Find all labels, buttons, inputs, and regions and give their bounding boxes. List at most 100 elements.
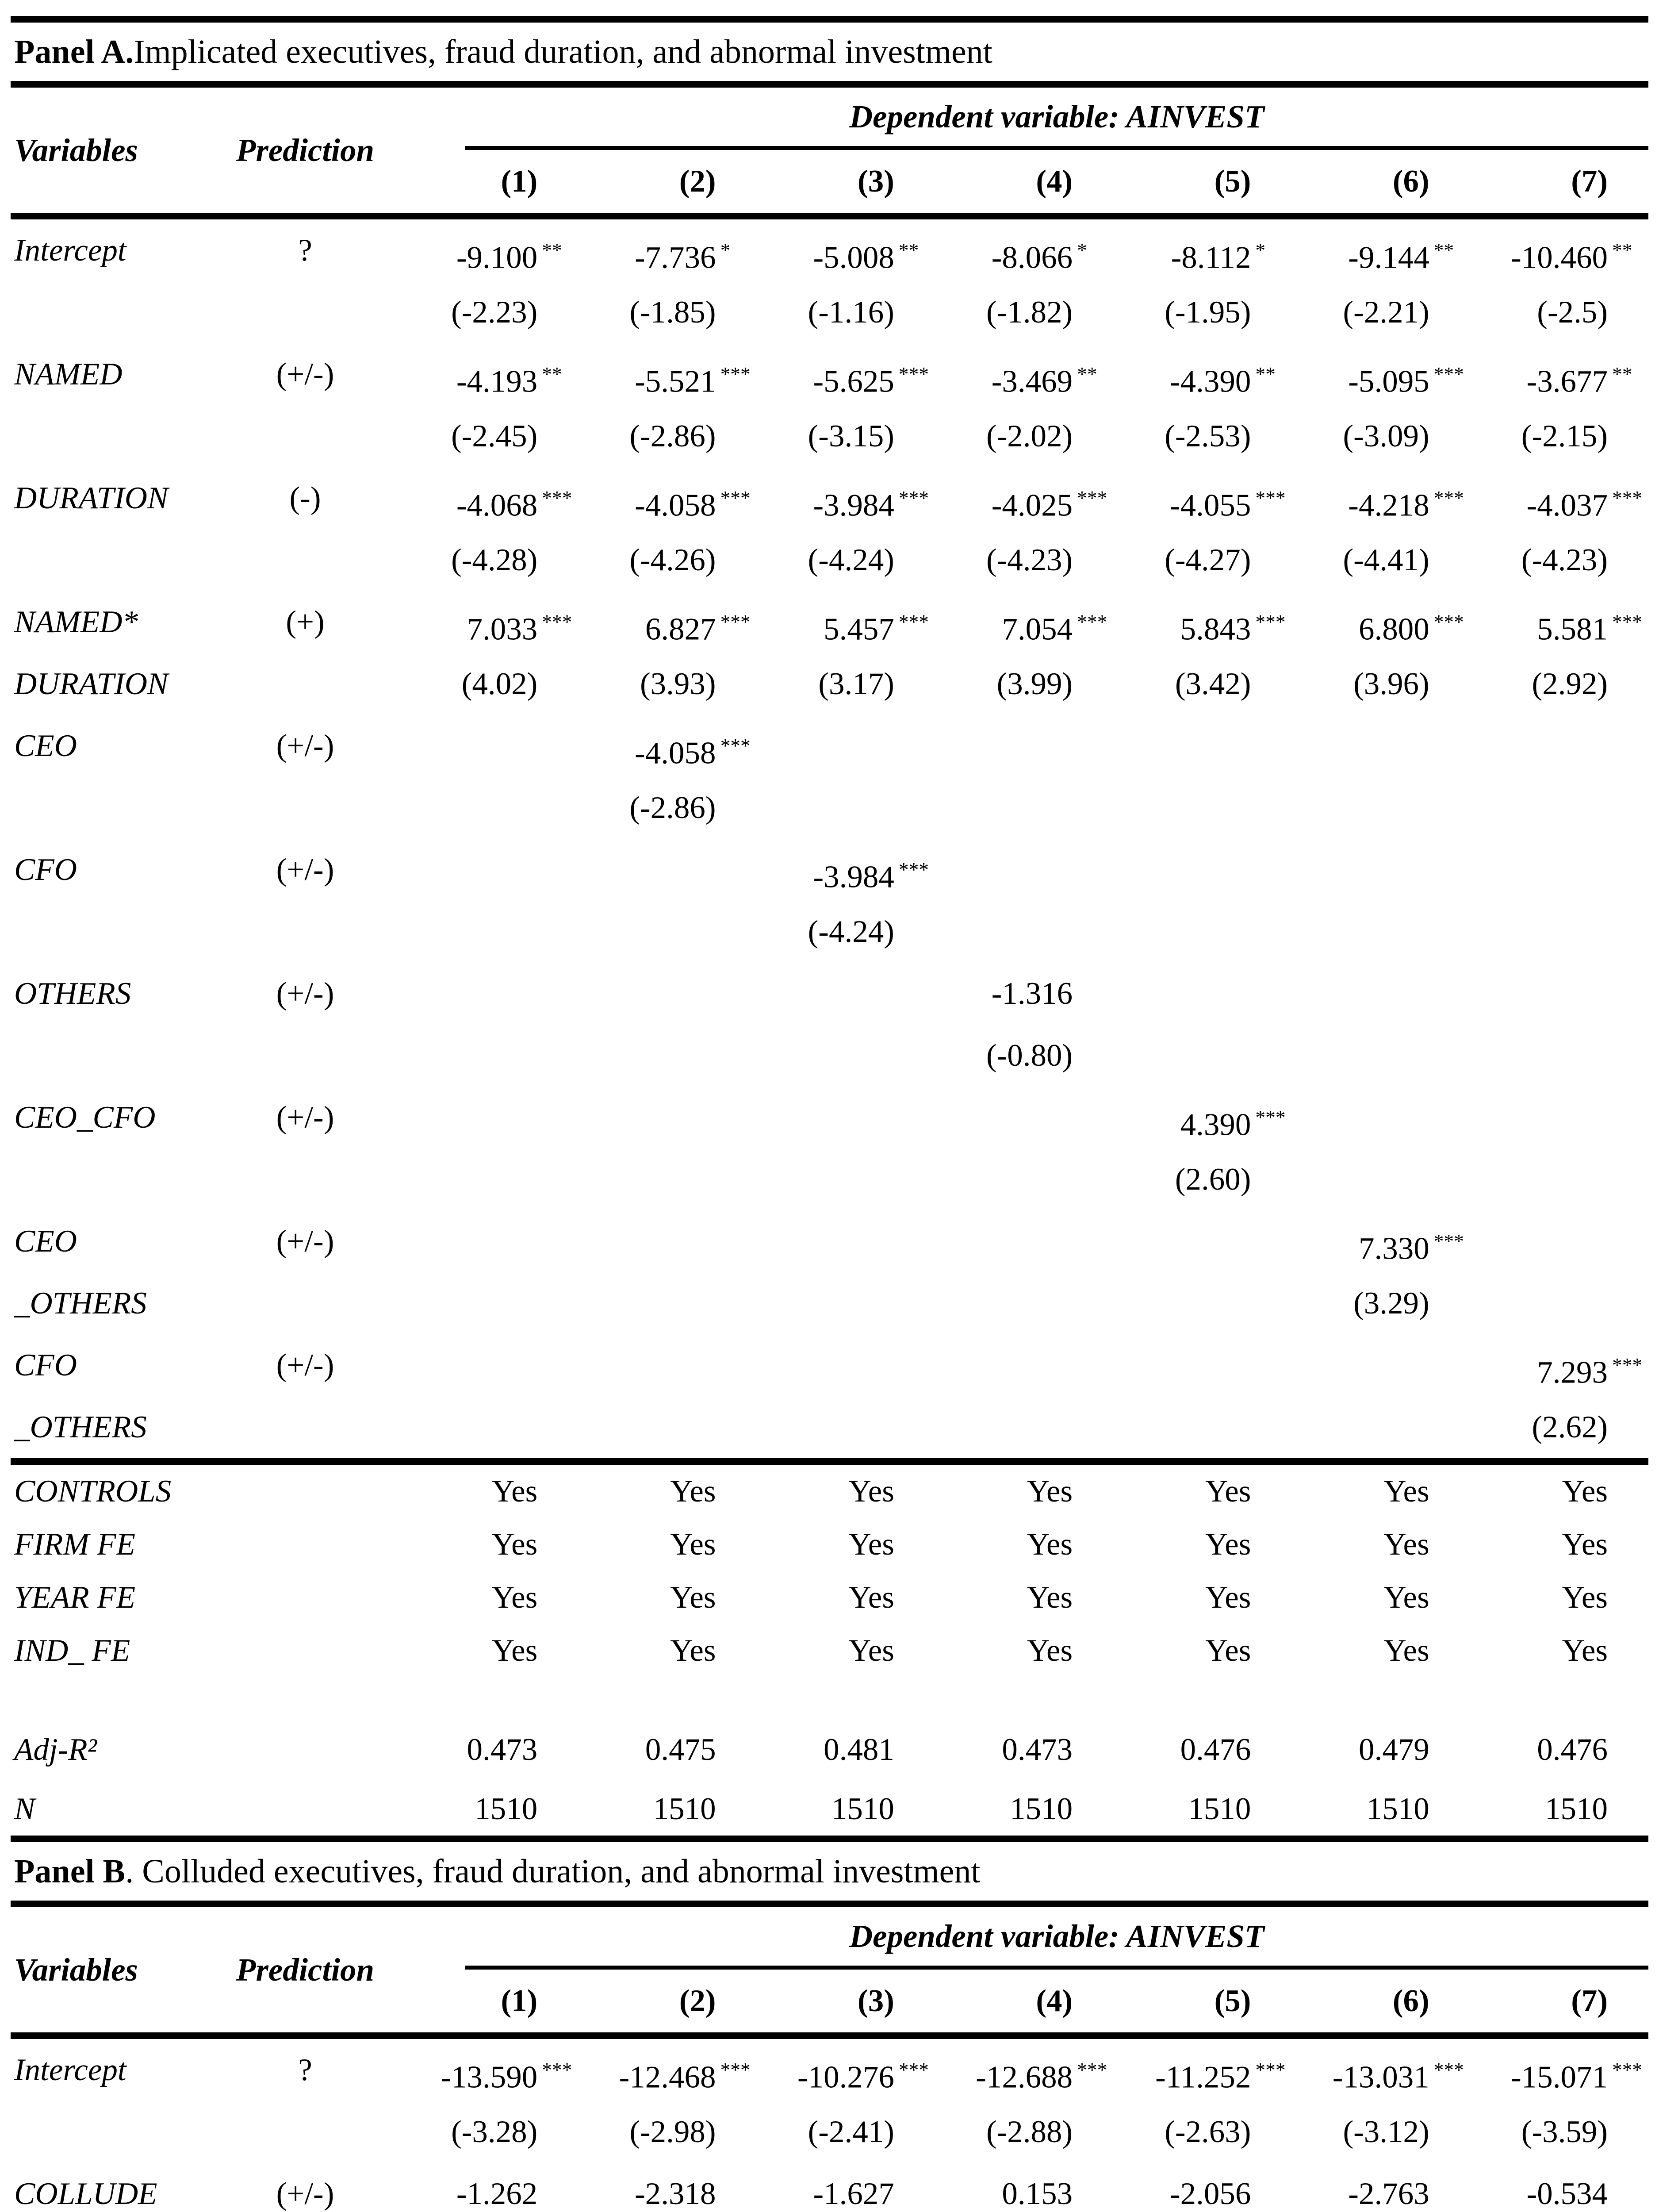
cell-value: -12.688	[976, 2060, 1073, 2095]
value-cell	[400, 1148, 578, 1210]
value-cell	[400, 901, 578, 963]
cell-value: (-3.15)	[808, 419, 894, 453]
value-cell	[1291, 1148, 1470, 1210]
significance-stars: ***	[1255, 487, 1286, 509]
value-cell	[1291, 963, 1470, 1025]
value-cell: (-2.63)	[1113, 2101, 1291, 2163]
panel-title-prefix: Panel A.	[14, 33, 134, 70]
value-cell: Yes	[1291, 1624, 1470, 1677]
cell-value: (-2.63)	[1165, 2115, 1251, 2149]
prediction-cell: (+/-)	[276, 1224, 334, 1259]
cell-value: 0.479	[1358, 1732, 1429, 1767]
row-label: NAMED*	[14, 605, 138, 639]
value-cell: Yes	[578, 1465, 756, 1518]
significance-stars: ***	[1433, 611, 1464, 633]
cell-value: (3.29)	[1353, 1286, 1429, 1321]
value-cell	[1113, 1025, 1291, 1087]
value-cell: -1.316	[935, 963, 1113, 1025]
prediction-cell: (+/-)	[276, 729, 334, 763]
tstat-row: (-2.45) (-2.86) (-3.15) (-2.02) (-2.53) (-3.0…	[11, 405, 1648, 467]
value-cell: 7.293 ***	[1470, 1334, 1648, 1404]
row-label: Intercept	[14, 233, 126, 268]
horizontal-rule	[11, 1836, 1648, 1842]
prediction-cell	[211, 405, 400, 467]
value-cell	[1113, 901, 1291, 963]
cell-value: -3.984	[813, 860, 894, 895]
horizontal-rule	[11, 81, 1648, 88]
value-cell: (3.99)	[935, 653, 1113, 715]
row-label: CEO	[14, 1224, 77, 1259]
model-number-label: (7)	[1571, 1983, 1608, 2018]
value-cell	[578, 1148, 756, 1210]
cell-value: (-1.95)	[1165, 295, 1251, 330]
value-cell	[578, 1396, 756, 1458]
value-cell: (2.60)	[1113, 1148, 1291, 1210]
value-cell	[578, 963, 756, 1025]
significance-stars: **	[542, 363, 562, 385]
value-cell: Yes	[400, 1624, 578, 1677]
value-cell	[1113, 839, 1291, 908]
prediction-cell: (+/-)	[276, 1348, 334, 1382]
value-cell	[400, 1396, 578, 1458]
model-column-header: (4)	[935, 1970, 1113, 2032]
value-cell	[935, 901, 1113, 963]
significance-stars: ***	[1255, 1106, 1286, 1129]
prediction-cell	[211, 1518, 400, 1571]
value-cell: 0.473	[400, 1723, 578, 1776]
tstat-row: (-3.28) (-2.98) (-2.41) (-2.88) (-2.63) (-3.1…	[11, 2101, 1648, 2163]
significance-stars: ***	[898, 859, 929, 881]
dependent-variable-header: Dependent variable: AINVEST	[465, 1907, 1648, 1970]
cell-value: -11.252	[1155, 2060, 1251, 2095]
cell-value: (2.92)	[1532, 667, 1608, 701]
cell-value: (-4.28)	[451, 543, 538, 577]
row-label	[11, 405, 211, 467]
value-cell	[400, 839, 578, 908]
cell-value: Yes	[848, 1527, 894, 1562]
cell-value: Yes	[1562, 1633, 1608, 1668]
value-cell: (-2.02)	[935, 405, 1113, 467]
value-cell: (-2.41)	[757, 2101, 935, 2163]
value-cell: 0.475	[578, 1723, 756, 1776]
value-cell	[1470, 963, 1648, 1025]
significance-stars: **	[898, 239, 919, 261]
model-column-header: (5)	[1113, 150, 1291, 213]
value-cell: -5.008 **	[757, 219, 935, 289]
value-cell	[935, 1334, 1113, 1404]
value-cell: Yes	[1470, 1624, 1648, 1677]
value-cell	[1113, 777, 1291, 839]
value-cell: 0.481	[757, 1723, 935, 1776]
cell-value: -4.025	[991, 488, 1073, 523]
summary-row: CONTROLS Yes Yes Yes Yes Yes Yes Yes	[11, 1465, 1648, 1518]
value-cell: (3.17)	[757, 653, 935, 715]
value-cell: 1510	[1470, 1782, 1648, 1836]
model-number-label: (5)	[1214, 1983, 1251, 2018]
prediction-cell: ?	[298, 233, 312, 268]
model-column-header: (2)	[578, 1970, 756, 2032]
cell-value: -2.763	[1348, 2177, 1429, 2211]
prediction-cell: (+/-)	[276, 1100, 334, 1135]
prediction-cell	[211, 1624, 400, 1677]
value-cell: (-1.82)	[935, 281, 1113, 343]
significance-stars: ***	[1077, 611, 1107, 633]
value-cell: -10.460 **	[1470, 219, 1648, 289]
value-cell	[757, 715, 935, 784]
cell-value: (-2.86)	[629, 419, 716, 453]
coefficient-row: Intercept? -13.590 *** -12.468 *** -10.276 ***…	[11, 2039, 1648, 2101]
significance-stars: *	[1077, 239, 1087, 261]
model-column-header: (5)	[1113, 1970, 1291, 2032]
cell-value: -1.627	[813, 2177, 894, 2211]
row-label: FIRM FE	[14, 1527, 136, 1562]
significance-stars: ***	[542, 611, 572, 633]
row-label	[11, 1148, 211, 1210]
value-cell	[757, 777, 935, 839]
cell-value: 0.153	[1002, 2177, 1073, 2211]
value-cell: (3.42)	[1113, 653, 1291, 715]
significance-stars: ***	[720, 363, 751, 385]
cell-value: Yes	[848, 1474, 894, 1509]
cell-value: (-4.23)	[1521, 543, 1608, 577]
significance-stars: **	[1612, 239, 1632, 261]
row-label: Adj-R²	[14, 1732, 97, 1767]
value-cell	[400, 1025, 578, 1087]
coefficient-row: CEO (+/-) -4.058 ***	[11, 715, 1648, 777]
value-cell: (2.92)	[1470, 653, 1648, 715]
